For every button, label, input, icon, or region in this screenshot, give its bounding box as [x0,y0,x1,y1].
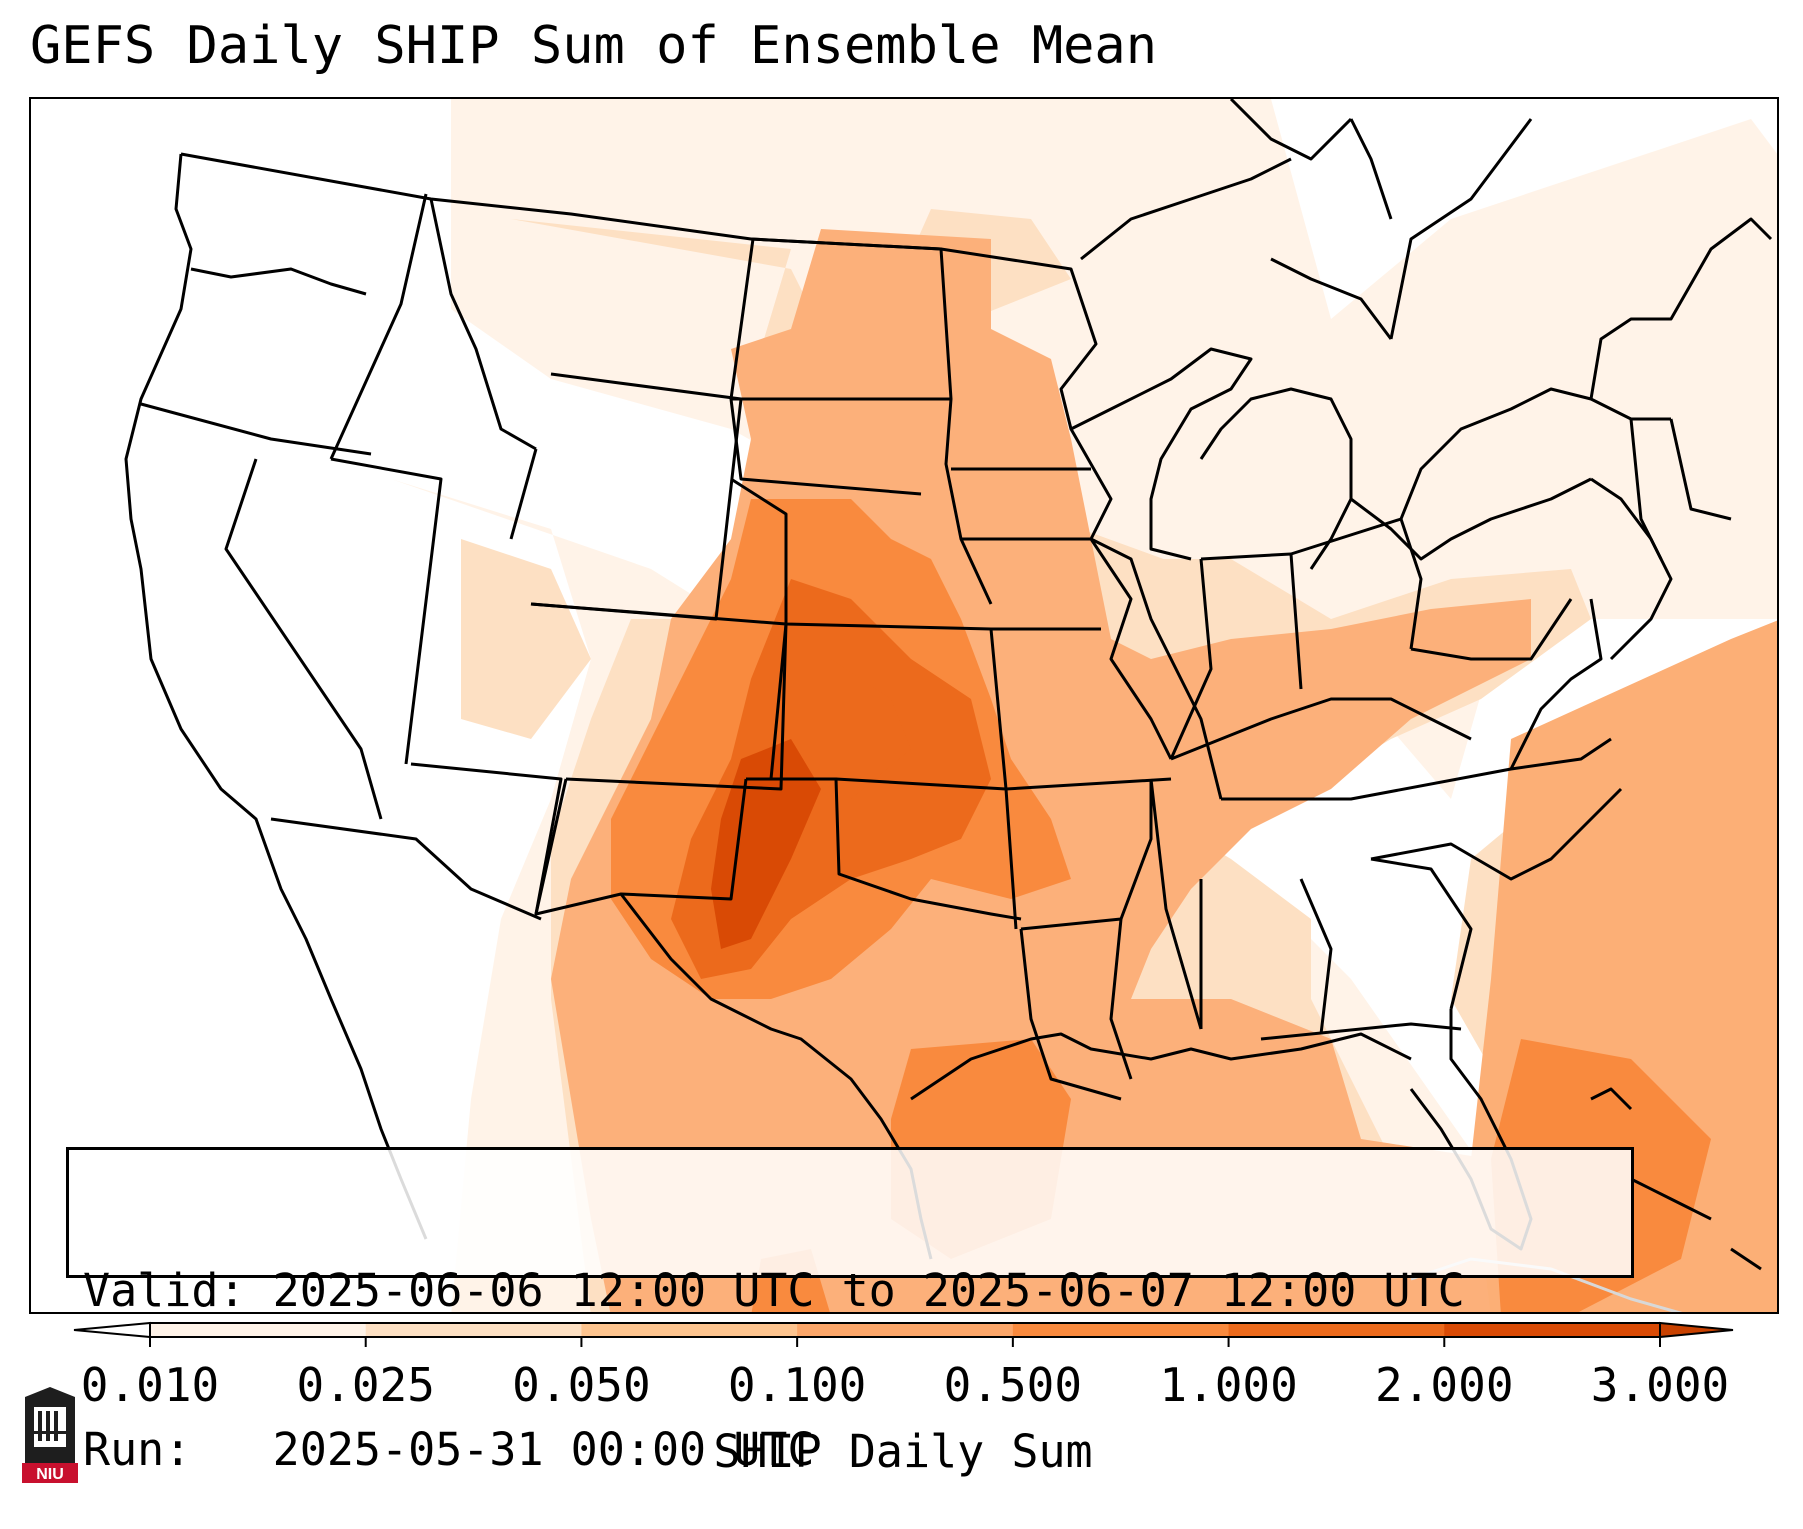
valid-time-text: Valid: 2025-06-06 12:00 UTC to 2025-06-0… [83,1264,1465,1317]
colorbar-tick-label: 1.000 [1159,1358,1298,1412]
colorbar-segments [150,1323,1661,1337]
colorbar-tick-label: 0.100 [727,1358,867,1412]
colorbar-ticks [149,1337,1661,1347]
colorbar-tick-label: 0.025 [296,1358,435,1412]
colorbar-frame [149,1322,1661,1338]
colorbar-tick-label: 0.050 [512,1358,651,1412]
colorbar-tick-label: 0.010 [80,1358,220,1412]
colorbar-segment [581,1323,798,1337]
map-canvas [124,99,1777,1312]
colorbar-tick-label: 2.000 [1375,1358,1514,1412]
colorbar-tick-label: 3.000 [1590,1358,1730,1412]
run-time-text: Run: 2025-05-31 00:00 UTC [83,1423,815,1476]
colorbar-extend-right [1659,1321,1734,1339]
niu-logo-text: NIU [36,1466,64,1483]
valid-run-info-box: Valid: 2025-06-06 12:00 UTC to 2025-06-0… [66,1147,1634,1476]
map-panel [29,97,1779,1314]
colorbar-label: SHIP Daily Sum [713,1425,1093,1478]
colorbar-segment [1228,1323,1445,1337]
state-boundaries [124,99,1773,1271]
colorbar-segment [797,1323,1014,1337]
colorbar-segment [1444,1323,1661,1337]
niu-logo: NIU [22,1387,78,1483]
colorbar-extend-left [73,1321,151,1339]
colorbar [73,1321,1734,1347]
page-title: GEFS Daily SHIP Sum of Ensemble Mean [30,16,1158,76]
colorbar-segment [150,1323,367,1337]
ship-field [391,99,1777,1312]
colorbar-tick-label: 0.500 [943,1358,1083,1412]
colorbar-segment [1012,1323,1230,1337]
colorbar-segment [365,1323,582,1337]
